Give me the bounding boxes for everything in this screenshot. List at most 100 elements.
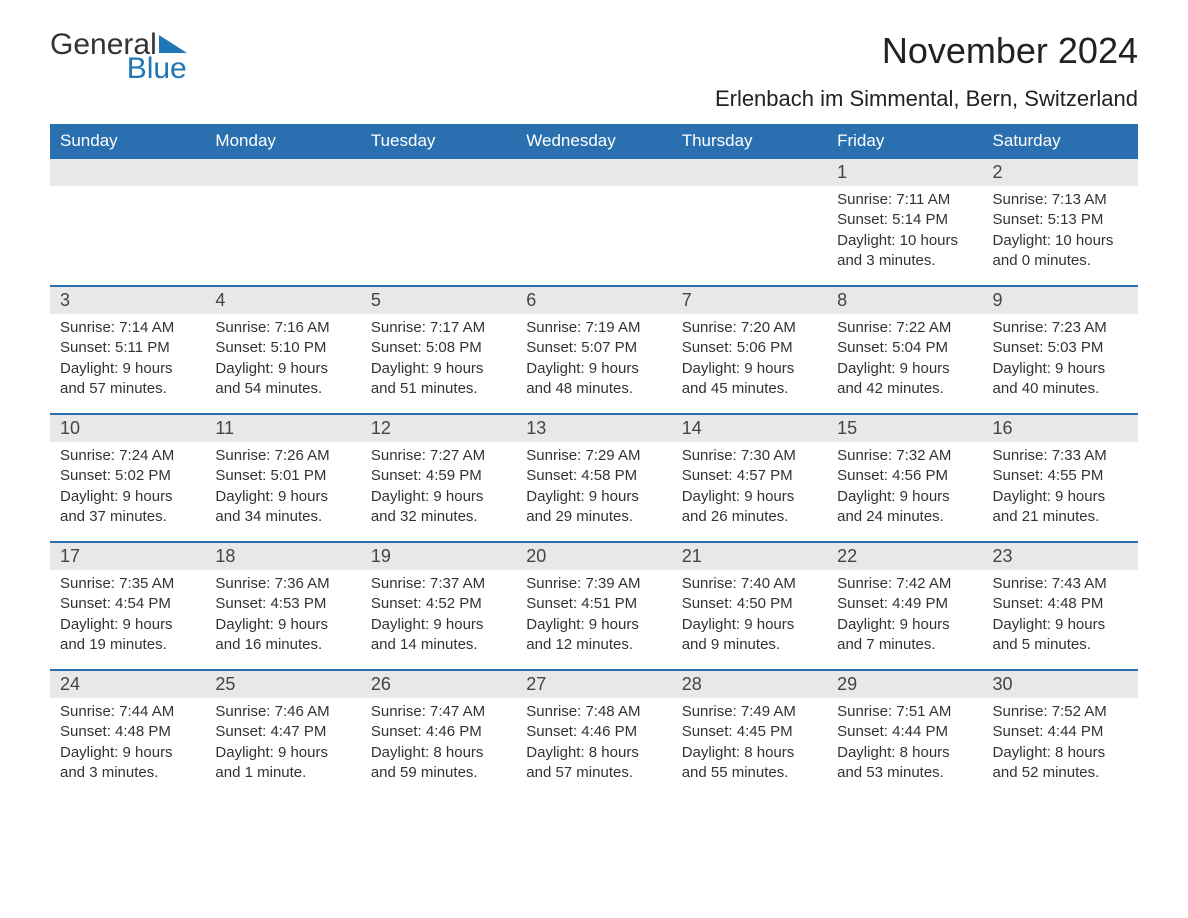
day-info-line: and 57 minutes. bbox=[526, 763, 661, 783]
day-info-line: Daylight: 9 hours bbox=[371, 487, 506, 507]
day-info-line: Daylight: 9 hours bbox=[215, 487, 350, 507]
day-cell: Sunrise: 7:52 AMSunset: 4:44 PMDaylight:… bbox=[983, 698, 1138, 797]
day-info-line: Daylight: 9 hours bbox=[371, 359, 506, 379]
day-cell: Sunrise: 7:39 AMSunset: 4:51 PMDaylight:… bbox=[516, 570, 671, 669]
day-info-line: Sunset: 5:13 PM bbox=[993, 210, 1128, 230]
day-info-line: Daylight: 9 hours bbox=[215, 615, 350, 635]
day-info-line: Sunrise: 7:44 AM bbox=[60, 702, 195, 722]
day-info-line: Sunrise: 7:47 AM bbox=[371, 702, 506, 722]
day-number: 22 bbox=[827, 543, 982, 570]
day-cell: Sunrise: 7:44 AMSunset: 4:48 PMDaylight:… bbox=[50, 698, 205, 797]
day-header: Sunday bbox=[50, 125, 205, 157]
day-cell: Sunrise: 7:27 AMSunset: 4:59 PMDaylight:… bbox=[361, 442, 516, 541]
day-number: 5 bbox=[361, 287, 516, 314]
day-cell: Sunrise: 7:42 AMSunset: 4:49 PMDaylight:… bbox=[827, 570, 982, 669]
day-info-line: Daylight: 9 hours bbox=[215, 743, 350, 763]
week-row: 24252627282930Sunrise: 7:44 AMSunset: 4:… bbox=[50, 669, 1138, 797]
day-info-line: Sunset: 5:08 PM bbox=[371, 338, 506, 358]
day-info-line: and 59 minutes. bbox=[371, 763, 506, 783]
day-number: 28 bbox=[672, 671, 827, 698]
day-cell: Sunrise: 7:49 AMSunset: 4:45 PMDaylight:… bbox=[672, 698, 827, 797]
day-number: 20 bbox=[516, 543, 671, 570]
day-info-line: Daylight: 9 hours bbox=[837, 359, 972, 379]
day-info-line: Sunset: 4:44 PM bbox=[993, 722, 1128, 742]
day-info-line: Sunrise: 7:13 AM bbox=[993, 190, 1128, 210]
day-info-line: Daylight: 9 hours bbox=[993, 359, 1128, 379]
day-cell: Sunrise: 7:14 AMSunset: 5:11 PMDaylight:… bbox=[50, 314, 205, 413]
day-cell: Sunrise: 7:26 AMSunset: 5:01 PMDaylight:… bbox=[205, 442, 360, 541]
day-cell: Sunrise: 7:46 AMSunset: 4:47 PMDaylight:… bbox=[205, 698, 360, 797]
day-info-line: Sunset: 5:06 PM bbox=[682, 338, 817, 358]
day-number: 26 bbox=[361, 671, 516, 698]
day-cell: Sunrise: 7:32 AMSunset: 4:56 PMDaylight:… bbox=[827, 442, 982, 541]
week-row: 17181920212223Sunrise: 7:35 AMSunset: 4:… bbox=[50, 541, 1138, 669]
day-info-line: Sunset: 5:10 PM bbox=[215, 338, 350, 358]
day-info-line: Sunrise: 7:19 AM bbox=[526, 318, 661, 338]
day-number: 25 bbox=[205, 671, 360, 698]
day-info-line: and 9 minutes. bbox=[682, 635, 817, 655]
day-cell: Sunrise: 7:23 AMSunset: 5:03 PMDaylight:… bbox=[983, 314, 1138, 413]
day-info-line: Daylight: 9 hours bbox=[526, 359, 661, 379]
day-number: 21 bbox=[672, 543, 827, 570]
day-info-line: Sunrise: 7:48 AM bbox=[526, 702, 661, 722]
day-info-line: Sunset: 4:44 PM bbox=[837, 722, 972, 742]
month-title: November 2024 bbox=[715, 30, 1138, 72]
day-header: Thursday bbox=[672, 125, 827, 157]
day-info-line: and 42 minutes. bbox=[837, 379, 972, 399]
day-cell: Sunrise: 7:13 AMSunset: 5:13 PMDaylight:… bbox=[983, 186, 1138, 285]
week-row: 3456789Sunrise: 7:14 AMSunset: 5:11 PMDa… bbox=[50, 285, 1138, 413]
day-info-line: Daylight: 9 hours bbox=[993, 487, 1128, 507]
day-number: 13 bbox=[516, 415, 671, 442]
day-info-line: Sunrise: 7:24 AM bbox=[60, 446, 195, 466]
day-number: 6 bbox=[516, 287, 671, 314]
day-info-line: Sunrise: 7:29 AM bbox=[526, 446, 661, 466]
day-info-line: Sunset: 4:55 PM bbox=[993, 466, 1128, 486]
day-info-line: Sunset: 5:02 PM bbox=[60, 466, 195, 486]
day-number: 18 bbox=[205, 543, 360, 570]
day-info-line: Sunrise: 7:22 AM bbox=[837, 318, 972, 338]
page-header: General Blue November 2024 Erlenbach im … bbox=[50, 30, 1138, 112]
day-info-line: Daylight: 8 hours bbox=[993, 743, 1128, 763]
day-info-line: and 29 minutes. bbox=[526, 507, 661, 527]
day-number: 19 bbox=[361, 543, 516, 570]
day-info-line: and 0 minutes. bbox=[993, 251, 1128, 271]
day-info-line: Sunset: 5:07 PM bbox=[526, 338, 661, 358]
week-row: 12Sunrise: 7:11 AMSunset: 5:14 PMDayligh… bbox=[50, 157, 1138, 285]
day-info-line: Daylight: 9 hours bbox=[371, 615, 506, 635]
day-info-line: and 12 minutes. bbox=[526, 635, 661, 655]
day-info-line: Sunrise: 7:20 AM bbox=[682, 318, 817, 338]
day-cell: Sunrise: 7:40 AMSunset: 4:50 PMDaylight:… bbox=[672, 570, 827, 669]
day-cell bbox=[672, 186, 827, 285]
day-number bbox=[361, 159, 516, 186]
logo-text-blue: Blue bbox=[127, 54, 187, 84]
day-info-line: Sunrise: 7:42 AM bbox=[837, 574, 972, 594]
day-info-line: Sunrise: 7:27 AM bbox=[371, 446, 506, 466]
day-info-line: Sunset: 4:47 PM bbox=[215, 722, 350, 742]
day-number: 10 bbox=[50, 415, 205, 442]
day-number: 3 bbox=[50, 287, 205, 314]
day-info-line: Sunset: 4:54 PM bbox=[60, 594, 195, 614]
day-info-line: and 21 minutes. bbox=[993, 507, 1128, 527]
day-number: 30 bbox=[983, 671, 1138, 698]
day-number bbox=[672, 159, 827, 186]
day-number: 16 bbox=[983, 415, 1138, 442]
day-cell bbox=[205, 186, 360, 285]
day-header: Tuesday bbox=[361, 125, 516, 157]
day-info-line: and 55 minutes. bbox=[682, 763, 817, 783]
day-info-line: Daylight: 9 hours bbox=[60, 359, 195, 379]
day-info-line: Sunset: 4:49 PM bbox=[837, 594, 972, 614]
day-header: Saturday bbox=[983, 125, 1138, 157]
day-number: 2 bbox=[983, 159, 1138, 186]
day-info-line: Daylight: 10 hours bbox=[837, 231, 972, 251]
day-number: 9 bbox=[983, 287, 1138, 314]
day-cell: Sunrise: 7:16 AMSunset: 5:10 PMDaylight:… bbox=[205, 314, 360, 413]
day-info-line: Daylight: 9 hours bbox=[682, 359, 817, 379]
day-info-line: Sunrise: 7:32 AM bbox=[837, 446, 972, 466]
day-info-line: Daylight: 9 hours bbox=[60, 743, 195, 763]
day-info-line: Sunset: 4:45 PM bbox=[682, 722, 817, 742]
day-info-line: and 1 minute. bbox=[215, 763, 350, 783]
day-number bbox=[50, 159, 205, 186]
day-cell: Sunrise: 7:36 AMSunset: 4:53 PMDaylight:… bbox=[205, 570, 360, 669]
day-number: 27 bbox=[516, 671, 671, 698]
day-info-line: Sunset: 4:59 PM bbox=[371, 466, 506, 486]
